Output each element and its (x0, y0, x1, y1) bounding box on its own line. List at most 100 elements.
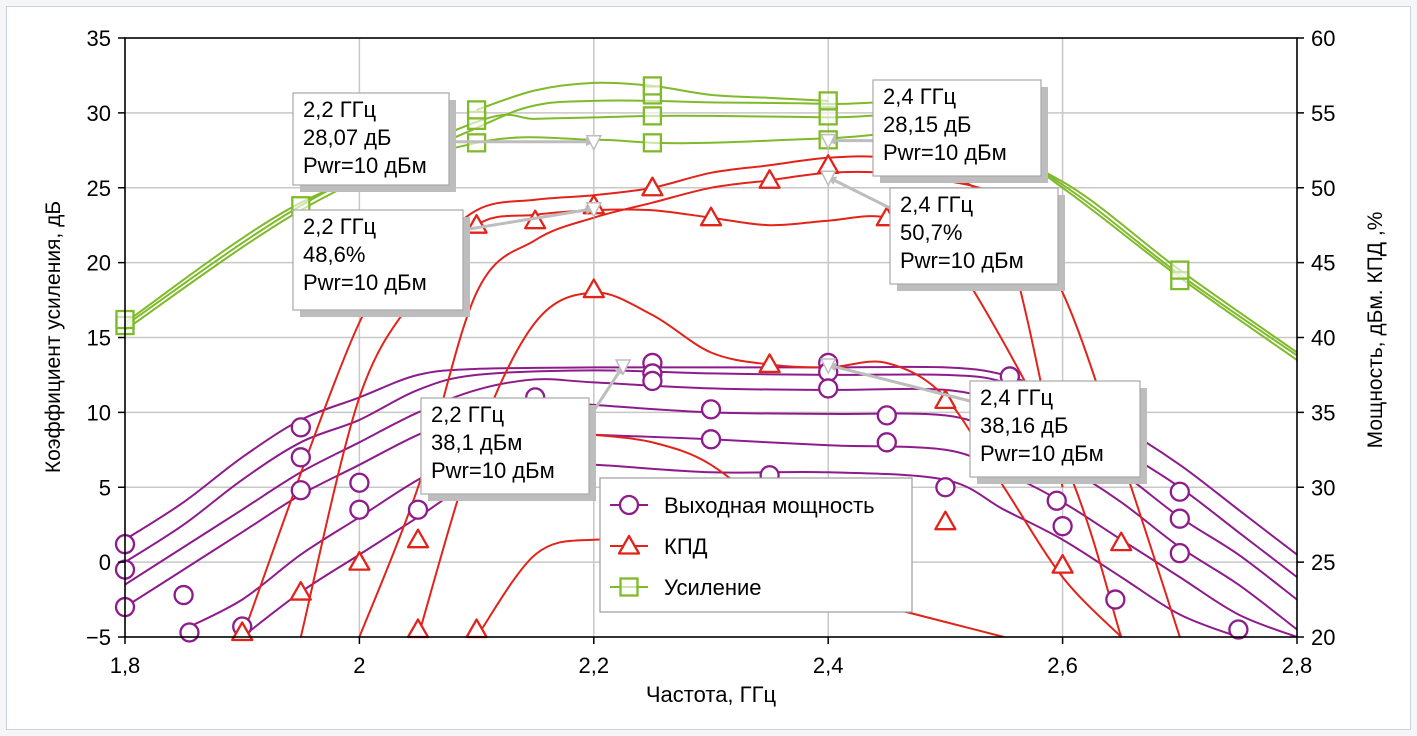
x-tick-label: 2,8 (1282, 653, 1313, 678)
efficiency-marker (465, 618, 488, 639)
annotation-text: 38,1 дБм (431, 430, 522, 455)
marker-layer (114, 76, 1249, 643)
y-tick-label-right: 60 (1311, 26, 1335, 51)
annotation-text: 50,7% (900, 220, 962, 245)
annotation-target-marker (819, 133, 837, 151)
power-marker (1052, 516, 1073, 537)
y-tick-label-left: −5 (86, 625, 111, 650)
legend-label: Усиление (664, 575, 762, 600)
power-marker (173, 584, 194, 606)
y-tick-label-right: 40 (1311, 326, 1335, 351)
y-tick-label-right: 25 (1311, 550, 1335, 575)
gain-marker (818, 91, 838, 111)
y-tick-label-right: 35 (1311, 400, 1335, 425)
legend: Выходная мощность КПД Усиление (599, 477, 913, 613)
power-marker (1046, 490, 1067, 511)
annotation-target-marker (819, 170, 837, 187)
annotation-text: 2,4 ГГц (980, 385, 1054, 410)
annotation-text: 28,07 дБ (303, 125, 391, 150)
legend-box (599, 477, 913, 613)
y-axis-label-right: Мощность, дБм. КПД ,% (1364, 212, 1387, 449)
annotation-text: 2,4 ГГц (883, 84, 957, 109)
annotation-text: 28,15 дБ (883, 112, 971, 137)
gain-marker (1170, 260, 1190, 280)
annotation-text: 38,16 дБ (980, 413, 1068, 438)
annotation-box (420, 397, 590, 495)
y-tick-label-left: 15 (87, 326, 111, 351)
annotation-text: Pwr=10 дБм (303, 153, 427, 178)
annotation-text: Pwr=10 дБм (883, 140, 1007, 165)
y-tick-label-left: 10 (87, 400, 111, 425)
annotation-text: 2,2 ГГц (303, 214, 377, 239)
annotation-target-marker (585, 135, 603, 152)
annotation-text: 2,4 ГГц (900, 192, 974, 217)
power-marker (179, 622, 200, 643)
legend-marker-triangle (617, 534, 641, 555)
x-tick-label: 2 (353, 653, 365, 678)
axis-ticks: 1,8 2 2,2 2,4 2,6 2,8 −5 0 5 10 15 20 25 30 35 20 25 30 35… (86, 26, 1336, 678)
efficiency-series-line (417, 291, 1122, 637)
power-marker (700, 429, 722, 450)
y-tick-label-left: 20 (87, 251, 111, 276)
efficiency-marker (231, 621, 254, 642)
power-marker (349, 499, 370, 520)
efficiency-marker (1051, 553, 1074, 574)
annotation-box (872, 79, 1042, 177)
annotation-box (292, 209, 464, 311)
annotation-text: 2,2 ГГц (431, 402, 505, 427)
power-marker (1105, 589, 1126, 610)
y-tick-label-left: 5 (99, 475, 111, 500)
power-marker (349, 472, 370, 493)
x-tick-label: 2,4 (813, 653, 844, 678)
efficiency-marker (934, 510, 957, 531)
annotation-target-marker (614, 359, 632, 376)
annotation-text: Pwr=10 дБм (900, 248, 1024, 273)
legend-marker-square (619, 577, 639, 597)
x-tick-label: 1,8 (110, 653, 141, 678)
power-marker (642, 370, 663, 392)
y-tick-label-right: 50 (1311, 176, 1335, 201)
y-tick-label-left: 25 (87, 176, 111, 201)
efficiency-marker (582, 278, 605, 299)
y-tick-label-right: 45 (1311, 251, 1335, 276)
efficiency-marker (1110, 531, 1133, 552)
efficiency-marker (758, 169, 781, 189)
x-tick-label: 2,6 (1047, 653, 1078, 678)
x-axis-label: Частота, ГГц (646, 682, 777, 707)
gain-marker (642, 133, 663, 153)
annotation-text: Pwr=10 дБм (980, 441, 1104, 466)
efficiency-marker (406, 618, 430, 639)
annotation-text: 2,2 ГГц (303, 97, 377, 122)
y-tick-label-right: 55 (1311, 101, 1335, 126)
efficiency-marker (699, 206, 723, 227)
annotation-target-marker (819, 358, 837, 375)
efficiency-series-line (299, 208, 1123, 637)
annotation-arrow (827, 362, 971, 403)
gain-marker (642, 106, 663, 126)
power-marker (1228, 619, 1249, 640)
power-marker (290, 480, 311, 501)
power-marker (1169, 542, 1190, 564)
power-marker (935, 477, 956, 498)
annotation-box (889, 187, 1059, 285)
y-tick-label-left: 35 (87, 26, 111, 51)
efficiency-marker (406, 528, 430, 549)
annotation-text: Pwr=10 дБм (431, 458, 555, 483)
power-series-line (241, 462, 1239, 637)
annotation-arrow (827, 175, 891, 210)
power-marker (876, 405, 897, 426)
power-marker (1169, 481, 1190, 502)
power-marker (407, 499, 429, 520)
y-tick-label-left: 30 (87, 101, 111, 126)
y-tick-label-right: 30 (1311, 475, 1335, 500)
power-marker (1169, 508, 1190, 529)
efficiency-marker (348, 550, 371, 571)
annotations: 2,2 ГГц 28,07 дБ Pwr=10 дБм 2,2 ГГц 48,6% Pwr… (292, 79, 1147, 501)
efficiency-marker (758, 353, 781, 374)
power-marker (290, 447, 311, 468)
legend-label: КПД (664, 534, 708, 559)
efficiency-marker (934, 389, 957, 410)
legend-marker-circle (618, 494, 640, 516)
annotation-text: Pwr=10 дБм (303, 270, 427, 295)
